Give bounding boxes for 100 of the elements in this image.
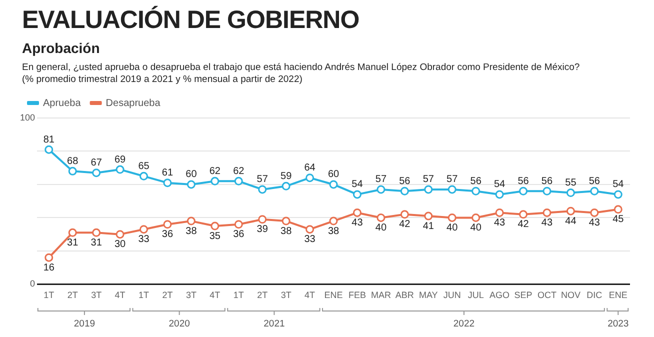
data-label: 57: [375, 174, 387, 186]
data-label: 54: [494, 179, 506, 190]
data-label: 43: [541, 217, 553, 228]
data-label: 33: [138, 234, 150, 246]
data-label: 31: [90, 237, 102, 248]
point: [590, 186, 599, 196]
data-label: 56: [541, 176, 553, 187]
x-tick-label: 4T: [210, 290, 221, 300]
data-label: 45: [612, 214, 624, 226]
point: [306, 174, 314, 182]
x-tick-label: 4T: [304, 290, 316, 300]
point: [68, 166, 77, 176]
y-tick-label: 100: [20, 112, 36, 122]
data-label: 40: [470, 222, 482, 234]
point: [210, 176, 220, 186]
data-label: 56: [399, 176, 411, 187]
data-label: 38: [328, 226, 340, 237]
point: [44, 145, 54, 154]
point: [68, 228, 77, 237]
point: [472, 186, 480, 196]
data-label: 43: [352, 217, 364, 228]
x-tick-label: 3T: [91, 290, 102, 300]
x-tick-label: 2T: [67, 290, 78, 300]
data-label: 43: [494, 217, 506, 228]
point: [140, 172, 148, 180]
data-label: 55: [565, 178, 577, 189]
point: [282, 216, 290, 226]
data-label: 44: [565, 216, 577, 227]
point: [329, 216, 338, 226]
point: [258, 185, 267, 194]
point: [116, 165, 124, 174]
x-tick-label: 1T: [138, 290, 150, 300]
x-tick-label: JUL: [468, 290, 484, 300]
y-tick-label: 0: [30, 278, 36, 289]
point: [614, 190, 622, 199]
text: 2019: [74, 318, 96, 330]
text: En general, ¿usted aprueba o desaprueba el trabajo que está haciendo Andrés Manuel López Obrador como Presidente de México?: [22, 62, 580, 73]
point: [448, 185, 456, 194]
point: [92, 168, 101, 178]
point: [424, 185, 433, 194]
chart-subtitle: Aprobación: [22, 40, 100, 56]
data-label: 60: [186, 169, 198, 180]
x-tick-label: AGO: [490, 290, 510, 300]
legend-label: Desaprueba: [106, 98, 161, 109]
point: [92, 228, 101, 237]
x-tick-label: 1T: [233, 290, 244, 300]
data-label: 39: [256, 224, 268, 236]
point: [519, 186, 528, 196]
point: [542, 186, 552, 196]
legend-label: Aprueba: [43, 98, 82, 109]
data-label: 61: [162, 168, 174, 179]
data-label: 60: [328, 169, 340, 180]
data-label: 65: [138, 160, 150, 172]
x-tick-label: 1T: [44, 290, 55, 300]
data-label: 54: [612, 179, 624, 190]
x-tick-label: NOV: [560, 290, 580, 300]
data-label: 56: [470, 176, 482, 187]
x-tick-label: DIC: [586, 290, 603, 300]
point: [424, 212, 433, 220]
data-label: 57: [422, 174, 434, 186]
data-label: 40: [375, 222, 387, 234]
x-tick-label: FEB: [348, 290, 366, 300]
data-label: 42: [518, 219, 530, 230]
point: [116, 230, 124, 239]
data-label: 57: [256, 174, 268, 186]
text: 2021: [264, 318, 285, 330]
data-label: 36: [233, 229, 245, 240]
data-label: 31: [67, 237, 79, 248]
point: [590, 208, 599, 217]
data-label: 68: [67, 156, 79, 167]
point: [352, 190, 362, 199]
point: [329, 180, 338, 189]
data-label: 81: [43, 134, 55, 146]
point: [448, 213, 456, 222]
point: [306, 225, 314, 234]
data-label: 35: [209, 230, 221, 242]
point: [376, 213, 386, 222]
data-label: 41: [422, 220, 434, 232]
data-label: 16: [43, 262, 55, 274]
point: [566, 206, 575, 216]
point: [376, 185, 386, 194]
x-tick-label: 4T: [114, 290, 126, 300]
x-tick-label: ENE: [324, 290, 343, 300]
point: [519, 210, 528, 219]
point: [400, 210, 409, 219]
data-label: 40: [446, 222, 458, 234]
point: [566, 188, 575, 198]
data-label: 42: [399, 219, 411, 230]
point: [163, 220, 172, 229]
x-tick-label: 2T: [257, 290, 268, 300]
data-label: 62: [233, 166, 245, 177]
x-tick-label: MAY: [418, 290, 438, 300]
point: [186, 180, 196, 189]
data-label: 69: [114, 154, 126, 166]
x-tick-label: JUN: [443, 290, 461, 300]
point: [282, 182, 290, 190]
point: [495, 208, 504, 217]
data-label: 30: [114, 239, 126, 250]
point: [258, 215, 267, 224]
point: [44, 253, 54, 262]
